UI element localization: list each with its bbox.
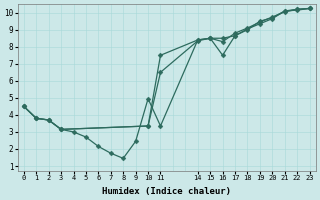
- X-axis label: Humidex (Indice chaleur): Humidex (Indice chaleur): [102, 187, 231, 196]
